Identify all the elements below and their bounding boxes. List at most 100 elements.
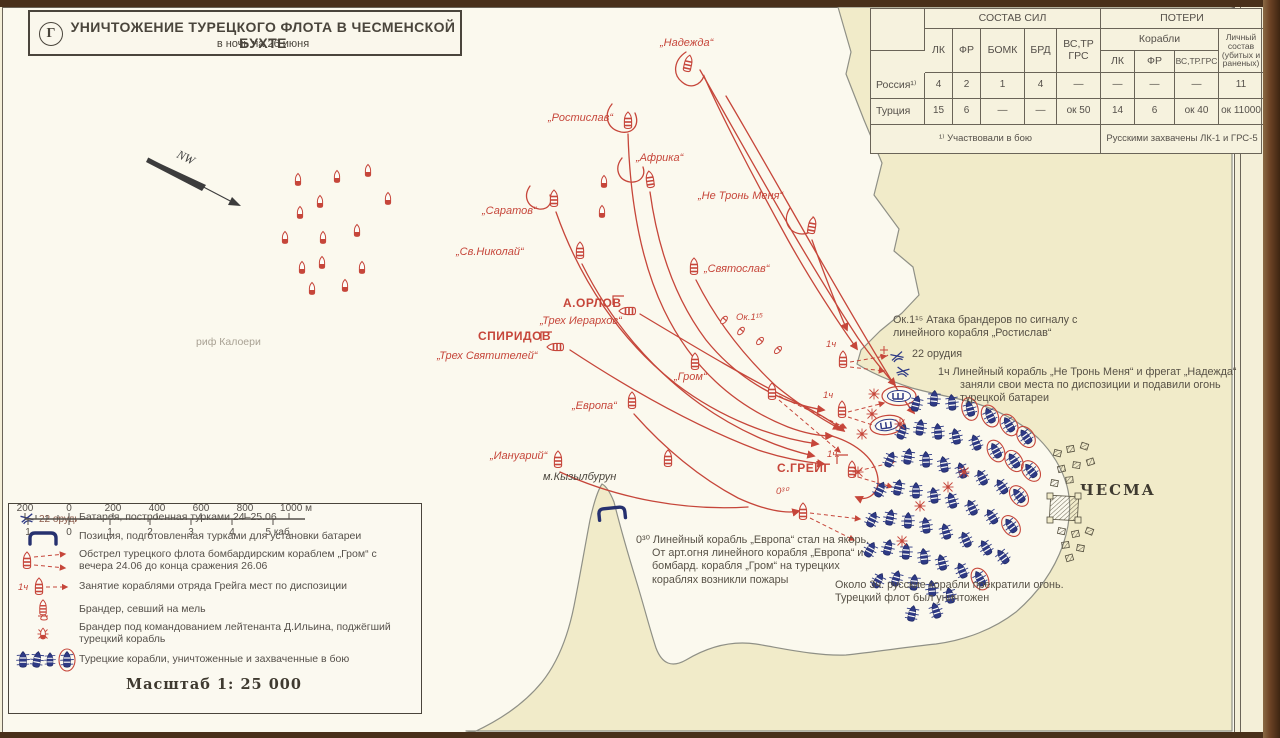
- label-orlov: А.ОРЛОВ: [563, 296, 622, 310]
- annotation-guns: 22 орудия: [912, 348, 963, 360]
- cell: ок 50: [1057, 99, 1101, 125]
- cell: 15: [925, 99, 953, 125]
- anchored-ship-icon: [296, 206, 304, 219]
- cell: 6: [953, 99, 981, 125]
- label-africa: „Африка“: [636, 152, 684, 164]
- fireship-boat-icon: [772, 344, 784, 356]
- anchored-ship-icon: [598, 205, 606, 218]
- cell: —: [981, 99, 1025, 125]
- cell: —: [1175, 73, 1219, 99]
- turkish-ship-icon: [935, 454, 953, 474]
- cell: 14: [1101, 99, 1135, 125]
- destroyed-ring: [986, 439, 1006, 463]
- turkish-ship-icon: [991, 545, 1014, 568]
- svg-text:200: 200: [105, 504, 122, 514]
- anchored-ship-icon: [308, 282, 316, 295]
- svg-text:800: 800: [237, 504, 254, 514]
- label-svyatoslav: „Святослав“: [704, 263, 770, 275]
- turkish-ship-icon: [908, 481, 924, 499]
- turkish-ship-icon: [936, 521, 956, 542]
- table-group-composition: СОСТАВ СИЛ: [925, 9, 1101, 29]
- label-trekh-svyatitelei: „Трех Святителей“: [437, 350, 538, 362]
- row-russia: Россия¹⁾: [871, 73, 925, 99]
- legend-text: Батарея, построенная турками 24–25.06: [79, 511, 277, 524]
- svg-text:1000 м: 1000 м: [280, 504, 312, 514]
- disposition-icon: 1ч: [15, 576, 79, 598]
- svg-text:4: 4: [229, 527, 235, 538]
- label-saratov: „Саратов“: [482, 205, 537, 217]
- legend-item: Брандер под командованием лейтенанта Д.И…: [15, 621, 413, 646]
- fire-lines: [778, 353, 896, 541]
- label-rostislav: „Ростислав“: [548, 112, 614, 124]
- cell: —: [1135, 73, 1175, 99]
- label-spiridov: СПИРИДОВ: [478, 329, 552, 343]
- russian-ship-icon: [798, 502, 808, 521]
- annotation-evropa-anchor: 0³⁰ Линейный корабль „Европа“ стал на як…: [636, 534, 870, 586]
- legend-text: Брандер, севший на мель: [79, 603, 206, 616]
- turkish-ship-icon: [932, 552, 951, 573]
- label-time-0115: Ок.1¹⁵: [736, 312, 763, 323]
- fireship-boat-icon: [718, 314, 730, 326]
- svg-text:3: 3: [188, 527, 194, 538]
- russian-ship-icon: [689, 257, 699, 276]
- legend-box: 22 орудия Батарея, построенная турками 2…: [8, 503, 422, 714]
- fireship-boat-icon: [735, 325, 747, 337]
- turkish-ship-icon: [991, 475, 1013, 498]
- label-grom: „Гром“: [674, 371, 707, 383]
- cell: —: [1057, 73, 1101, 99]
- fireship-aground-icon: [15, 599, 79, 621]
- turkish-ship-icon: [889, 477, 908, 498]
- turkish-ship-icon: [911, 418, 929, 437]
- cell: 4: [1025, 73, 1057, 99]
- destroyed-ring: [1016, 425, 1036, 449]
- burning-ship-icon: [852, 466, 864, 478]
- destroyed-ring: [1001, 515, 1021, 537]
- label-nadezhda: „Надежда“: [660, 37, 714, 49]
- turkish-ship-icon: [870, 478, 891, 500]
- cell: —: [1101, 73, 1135, 99]
- turkish-ship-icon: [880, 448, 901, 470]
- annotation-fireship-attack: Ок.1¹⁵ Атака брандеров по сигналу с лине…: [893, 314, 1078, 340]
- burning-ship-icon: [896, 535, 908, 547]
- burning-ship-icon: [942, 481, 954, 493]
- turkish-ship-icon: [946, 426, 965, 447]
- turkish-ship-icon: [951, 559, 972, 581]
- russian-ship-icon: [837, 400, 847, 419]
- cell: 11: [1219, 73, 1263, 99]
- turkish-ship-icon: [915, 547, 933, 566]
- col-ships: Корабли: [1101, 29, 1219, 51]
- frame-top: [0, 0, 1280, 7]
- svg-text:600: 600: [193, 504, 210, 514]
- svg-text:0: 0: [66, 527, 72, 538]
- anchored-ship-icon: [298, 261, 306, 274]
- anchored-ship-icon: [319, 231, 327, 244]
- table-footnote-left: ¹⁾ Участвовали в бою: [871, 125, 1101, 153]
- bombardment-icon: [15, 547, 79, 575]
- anchor-mark-icon: [879, 346, 889, 358]
- fireship-ilyin-icon: [15, 622, 79, 646]
- cell: 2: [953, 73, 981, 99]
- legend-text: Турецкие корабли, уничтоженные и захваче…: [79, 653, 350, 666]
- legend-text: Позиция, подготовленная турками для уста…: [79, 530, 362, 543]
- compass-arrow: NW: [146, 147, 241, 206]
- destroyed-ring: [980, 404, 1000, 428]
- turkish-ship-icon: [942, 490, 962, 511]
- anchored-ship-icon: [341, 279, 349, 292]
- burning-ship-icon: [914, 500, 926, 512]
- label-sv-nikolay: „Св.Николай“: [456, 246, 524, 258]
- svg-text:2: 2: [147, 527, 153, 538]
- turkish-ship-icon: [900, 511, 916, 530]
- label-ne-tron-menya: „Не Тронь Меня“: [698, 190, 784, 202]
- russian-ship-icon: [838, 350, 848, 369]
- destroyed-ring: [1020, 460, 1042, 482]
- col-loss-vstrgrs: ВС,ТР.ГРС: [1175, 51, 1219, 73]
- col-fr: ФР: [953, 29, 981, 73]
- label-kaloeri-reef: риф Калоери: [196, 336, 261, 348]
- svg-text:1: 1: [25, 527, 31, 538]
- map-subtitle: в ночь на 26 июня: [216, 38, 310, 50]
- turkish-ship-icon: [975, 536, 997, 559]
- col-lk: ЛК: [925, 29, 953, 73]
- turkish-ship-icon: [881, 507, 900, 528]
- anchored-ship-icon: [364, 164, 372, 177]
- fleets: [281, 53, 1042, 624]
